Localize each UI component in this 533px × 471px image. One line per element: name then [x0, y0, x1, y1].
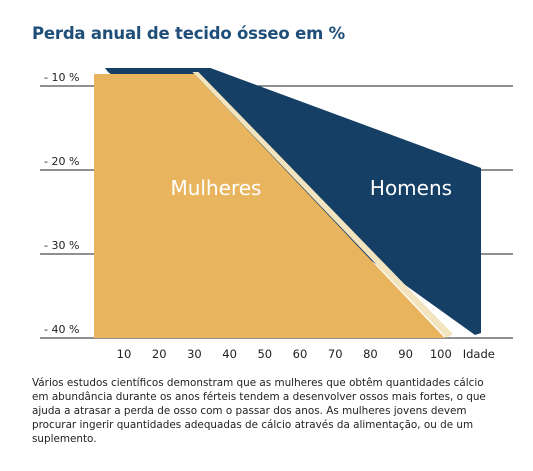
x-tick-label: 60	[293, 347, 308, 361]
x-tick-label: 70	[328, 347, 343, 361]
x-tick-label: 100	[430, 347, 452, 361]
x-tick-label: 20	[152, 347, 167, 361]
caption-text: Vários estudos científicos demonstram qu…	[32, 377, 486, 445]
x-tick-label: 90	[398, 347, 413, 361]
x-tick-label: 80	[363, 347, 378, 361]
y-tick-label: - 20 %	[44, 155, 79, 168]
series-labels: Mulheres Homens	[171, 176, 453, 200]
women-area	[94, 74, 445, 338]
x-axis-label: Idade	[463, 347, 495, 361]
x-tick-label: 50	[257, 347, 272, 361]
series-label-mulheres: Mulheres	[171, 176, 262, 200]
x-tick-label: 30	[187, 347, 202, 361]
plot-areas	[94, 68, 481, 338]
x-axis-ticks: 10 20 30 40 50 60 70 80 90 100 Idade	[117, 347, 495, 361]
chart-title: Perda anual de tecido ósseo em %	[32, 24, 345, 43]
boundary-highlight	[192, 72, 453, 338]
series-label-homens: Homens	[370, 176, 452, 200]
y-tick-label: - 40 %	[44, 323, 79, 336]
x-tick-label: 40	[222, 347, 237, 361]
x-tick-label: 10	[117, 347, 132, 361]
y-axis-ticks: - 10 % - 20 % - 30 % - 40 %	[44, 71, 79, 336]
y-tick-label: - 10 %	[44, 71, 79, 84]
y-tick-label: - 30 %	[44, 239, 79, 252]
bone-loss-chart: - 10 % - 20 % - 30 % - 40 % 10 20 30 40 50 60 70 8…	[40, 68, 513, 361]
